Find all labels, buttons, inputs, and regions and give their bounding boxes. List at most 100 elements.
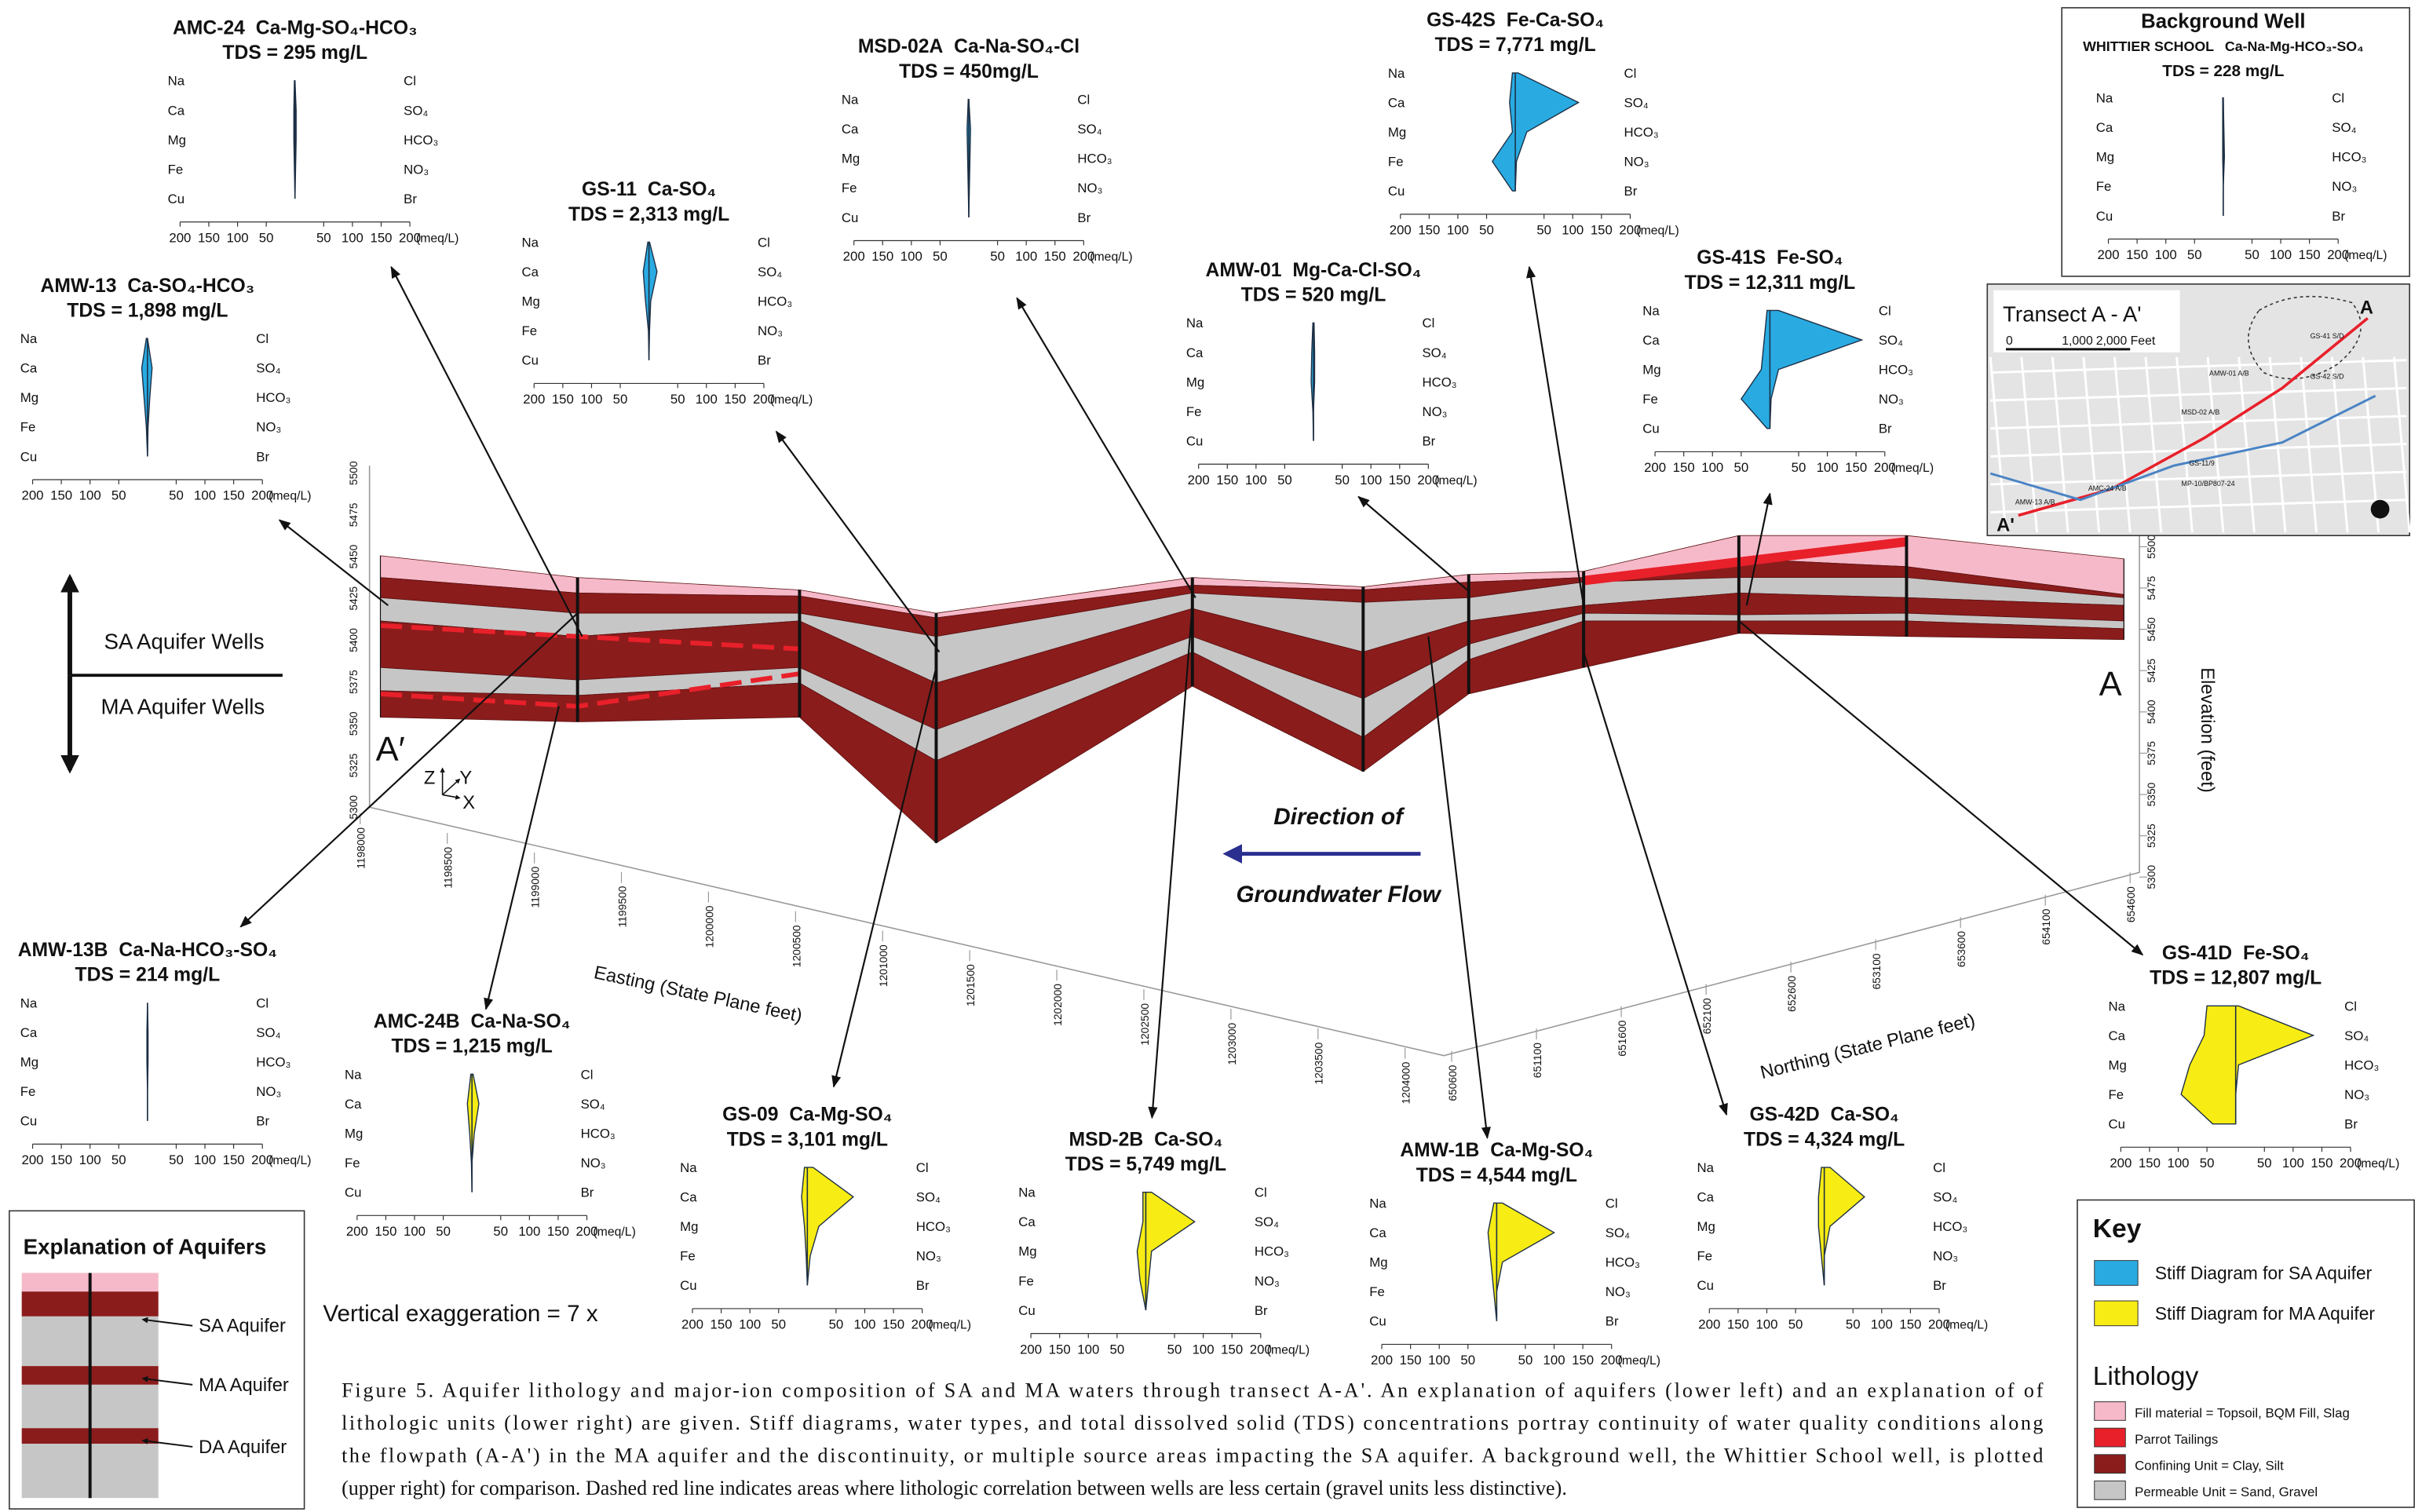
easting-tick-label: 1199500: [616, 886, 628, 927]
lithology-swatch: [2095, 1428, 2126, 1447]
flow-label: Direction of: [1273, 804, 1405, 830]
stiff-axis-tick-label: 50: [1536, 223, 1551, 238]
cation-label: Cu: [842, 210, 858, 225]
caption-line: the flowpath (A-A') in the MA aquifer an…: [342, 1444, 2043, 1467]
anion-label: HCO₃: [916, 1219, 951, 1234]
cation-label: Fe: [1642, 392, 1658, 407]
elevation-tick-label: 5425: [347, 586, 360, 611]
tds: TDS = 1,215 mg/L: [392, 1036, 553, 1057]
anion-label: Br: [1933, 1278, 1946, 1293]
elevation-tick-label: 5475: [347, 502, 360, 527]
stiff-axis-unit: (meq/L): [2344, 249, 2387, 262]
anion-label: Br: [581, 1185, 594, 1200]
key-label: Stiff Diagram for MA Aquifer: [2155, 1303, 2376, 1324]
elevation-tick-label: 5450: [347, 544, 360, 568]
anion-label: Br: [1422, 434, 1435, 449]
anion-label: HCO₃: [1422, 374, 1456, 389]
tds: TDS = 1,898 mg/L: [67, 300, 228, 321]
water-type: Fe-Ca-SO₄: [1507, 10, 1604, 31]
cation-label: Mg: [521, 294, 539, 309]
stiff-axis-tick-label: 100: [2168, 1156, 2190, 1171]
cation-label: Na: [1186, 316, 1204, 331]
cation-label: Ca: [20, 1025, 38, 1040]
elevation-tick-label: 5400: [347, 628, 360, 652]
cation-label: Na: [1388, 66, 1405, 81]
stiff-axis-tick-label: 200: [346, 1224, 368, 1239]
well-title: AMW-01Mg-Ca-Cl-SO₄: [1206, 260, 1422, 281]
flow-label: Groundwater Flow: [1236, 882, 1441, 908]
anion-label: SO₄: [1879, 333, 1903, 348]
water-type: Ca-Mg-SO₄: [1490, 1140, 1593, 1161]
tds: TDS = 7,771 mg/L: [1434, 35, 1595, 56]
stiff-axis-tick-label: 150: [2299, 247, 2321, 262]
stiff-axis-tick-label: 100: [194, 488, 216, 503]
anion-label: Cl: [256, 331, 269, 346]
easting-tick-label: 1200000: [703, 905, 715, 948]
cation-label: Na: [1697, 1160, 1714, 1175]
cation-label: Ca: [680, 1190, 697, 1205]
explanation-label: SA Aquifer: [199, 1317, 286, 1337]
axis-label: Z: [424, 769, 436, 789]
map-well-label: GS-42 S/D: [2311, 372, 2344, 380]
anion-label: Br: [2344, 1117, 2358, 1132]
stiff-axis-tick-label: 200: [1698, 1317, 1720, 1332]
anion-label: NO₃: [1624, 155, 1649, 170]
stiff-axis-tick-label: 150: [198, 230, 220, 245]
lithology-label: Parrot Tailings: [2135, 1432, 2218, 1447]
anion-label: HCO₃: [256, 1054, 290, 1069]
easting-tick-label: 1202000: [1051, 984, 1064, 1026]
water-type: Ca-SO₄: [1154, 1129, 1222, 1150]
key-label: Stiff Diagram for SA Aquifer: [2155, 1262, 2373, 1283]
anion-label: Br: [256, 449, 269, 464]
cation-label: Mg: [1697, 1219, 1715, 1234]
anion-label: SO₄: [2344, 1028, 2369, 1043]
cation-label: Mg: [680, 1219, 698, 1234]
stiff-axis-unit: (meq/L): [1945, 1319, 1988, 1332]
cation-label: Cu: [1369, 1314, 1386, 1329]
cation-label: Cu: [20, 1114, 37, 1129]
well-name: AMW-1B: [1400, 1140, 1479, 1161]
tds: TDS = 5,749 mg/L: [1065, 1154, 1226, 1175]
anion-label: HCO₃: [1606, 1255, 1640, 1270]
anion-label: NO₃: [916, 1249, 941, 1264]
anion-label: Cl: [581, 1067, 594, 1082]
anion-label: HCO₃: [1624, 125, 1659, 140]
anion-label: NO₃: [1077, 181, 1102, 195]
cation-label: Ca: [1186, 345, 1204, 360]
cation-label: Fe: [345, 1156, 360, 1171]
cation-label: Mg: [20, 1054, 38, 1069]
northing-tick-label: 651600: [1616, 1020, 1628, 1056]
stiff-axis-tick-label: 50: [2200, 1156, 2215, 1171]
anion-label: Cl: [1255, 1185, 1267, 1200]
elevation-tick-label: 5350: [347, 711, 360, 736]
well-name: GS-41S: [1697, 247, 1766, 268]
stiff-axis-tick-label: 100: [227, 230, 249, 245]
cation-label: Mg: [1369, 1255, 1387, 1270]
cation-label: Mg: [1018, 1244, 1036, 1259]
lithology-label: Fill material = Topsoil, BQM Fill, Slag: [2135, 1405, 2350, 1420]
tds: TDS = 12,807 mg/L: [2150, 968, 2322, 989]
easting-tick-label: 1198500: [442, 847, 455, 889]
tds: TDS = 4,324 mg/L: [1744, 1129, 1905, 1150]
stiff-axis-tick-label: 100: [404, 1224, 426, 1239]
anion-label: NO₃: [581, 1156, 606, 1171]
stiff-axis-tick-label: 50: [1277, 473, 1292, 488]
stiff-axis-tick-label: 100: [1701, 460, 1723, 475]
stiff-axis-unit: (meq/L): [1090, 250, 1132, 264]
cation-label: Fe: [1018, 1273, 1034, 1288]
stiff-axis-tick-label: 150: [1845, 460, 1867, 475]
stiff-axis-tick-label: 150: [1591, 223, 1613, 238]
northing-tick-label: 654100: [2040, 908, 2052, 944]
stiff-axis-tick-label: 150: [547, 1224, 569, 1239]
map-title: Transect A - A': [2003, 301, 2142, 326]
well-title: GS-42SFe-Ca-SO₄: [1427, 10, 1604, 31]
stiff-axis-tick-label: 200: [681, 1317, 703, 1332]
anion-label: HCO₃: [256, 390, 290, 405]
water-type: Ca-Mg-SO₄-HCO₃: [256, 18, 418, 39]
tds: TDS = 295 mg/L: [222, 42, 367, 64]
stiff-axis-tick-label: 150: [2126, 247, 2148, 262]
well-name: WHITTIER SCHOOL: [2083, 38, 2214, 54]
anion-label: Br: [916, 1278, 930, 1293]
cation-label: Cu: [2096, 209, 2113, 224]
stiff-axis-tick-label: 50: [1110, 1342, 1125, 1357]
